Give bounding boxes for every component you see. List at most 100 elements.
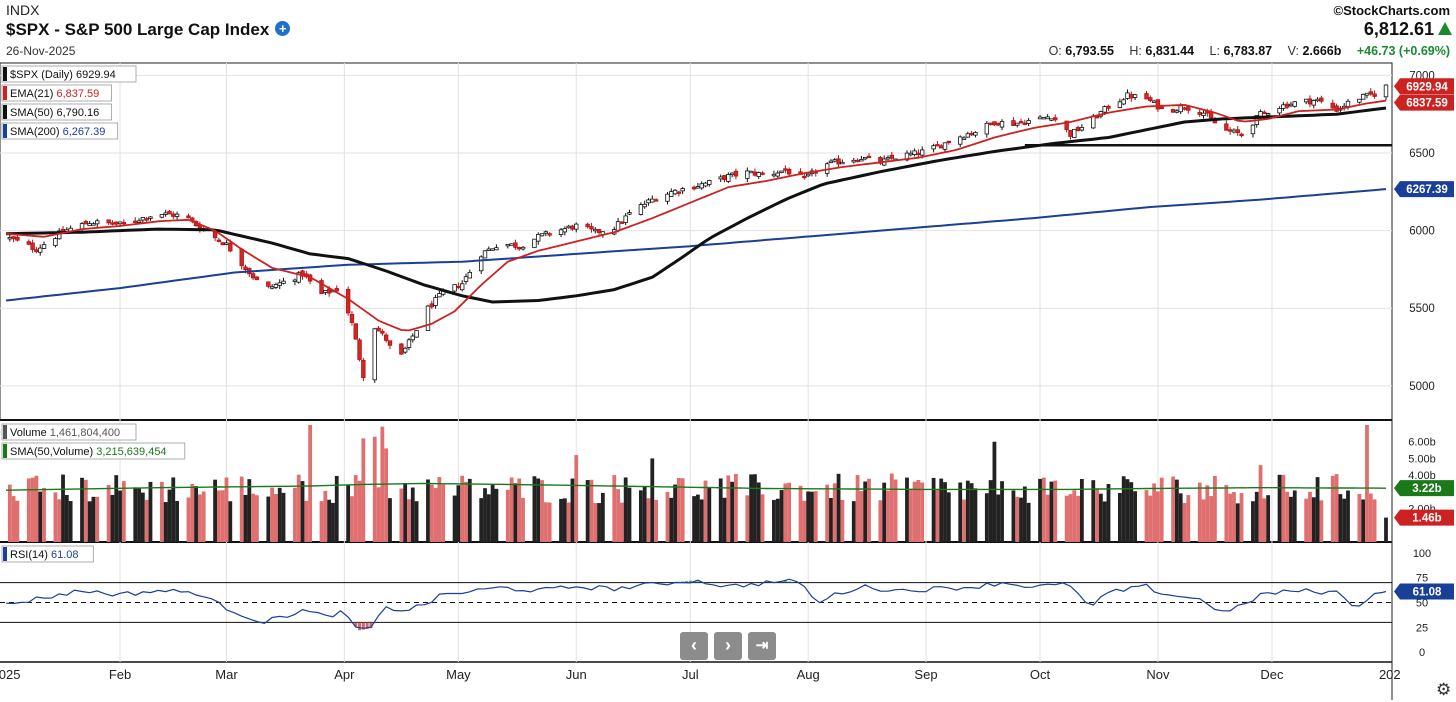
candle-body	[775, 172, 780, 177]
volume-bar	[80, 477, 84, 542]
candle-body	[490, 248, 495, 251]
candle-body	[756, 172, 761, 177]
volume-bars	[7, 425, 1388, 542]
volume-bar	[1178, 493, 1183, 542]
volume-bar	[984, 493, 989, 542]
volume-bar	[962, 499, 966, 542]
stock-chart[interactable]: 2025 Feb Mar Apr May Jun Jul Aug Sep Oct Nov Dec 202…	[0, 62, 1456, 702]
volume-bar	[958, 482, 963, 542]
candle-body	[517, 247, 522, 250]
candle-body	[699, 183, 704, 189]
volume-bar	[1330, 475, 1335, 542]
candle-body	[1072, 128, 1077, 138]
candle-body	[53, 238, 58, 246]
volume-bar	[68, 501, 73, 542]
candle-body	[133, 220, 138, 223]
candle-body	[273, 284, 279, 288]
x-tick-label: Apr	[334, 667, 355, 682]
legend-value: 3,215,639,454	[96, 446, 166, 458]
candle-body	[30, 242, 35, 250]
scroll-end-button[interactable]: ⇥	[748, 632, 776, 660]
candle-body	[919, 149, 925, 156]
volume-bar	[277, 487, 282, 542]
volume-bar	[882, 482, 887, 542]
volume-bar	[456, 485, 461, 542]
candle-body	[707, 179, 712, 185]
candle-body	[585, 223, 590, 228]
candle-body	[87, 223, 92, 227]
ema21-line	[5, 99, 1387, 332]
volume-bar	[908, 488, 913, 542]
volume-bar	[121, 481, 126, 542]
volume-legend-text: SMA(50,Volume) 3,215,639,454	[10, 446, 167, 458]
open-value: 6,793.55	[1065, 44, 1114, 58]
volume-bar	[1076, 495, 1080, 542]
scroll-right-button[interactable]: ›	[714, 632, 742, 660]
volume-bar	[836, 473, 841, 542]
price-legend: SMA(50) 6,790.16	[1, 103, 112, 121]
candle-body	[619, 221, 625, 224]
candle-body	[669, 191, 674, 197]
candle-body	[429, 303, 434, 308]
volume-bar	[749, 474, 754, 542]
rsi-tick-label: 50	[1416, 598, 1428, 610]
candle-body	[646, 199, 651, 204]
up-arrow-icon	[1438, 22, 1452, 35]
volume-bar	[1171, 476, 1176, 542]
candle-body	[672, 189, 678, 195]
volume-bar	[973, 488, 978, 542]
volume-bar	[331, 502, 335, 542]
price-change: +46.73 (+0.69%)	[1356, 44, 1450, 58]
volume-bar	[886, 490, 890, 542]
volume-bar	[61, 474, 65, 542]
candle-body	[1311, 100, 1316, 106]
volume-bar	[612, 475, 617, 542]
gear-icon[interactable]: ⚙	[1436, 680, 1452, 699]
volume-bar	[775, 498, 780, 542]
scroll-left-button[interactable]: ‹	[680, 632, 708, 660]
volume-bar	[1102, 501, 1107, 542]
volume-bar	[593, 503, 598, 542]
volume-bar	[1045, 494, 1050, 542]
volume-bar	[1315, 477, 1320, 542]
candle-body	[996, 122, 1001, 126]
add-plus-icon[interactable]: +	[275, 21, 291, 36]
volume-bar	[213, 479, 217, 542]
candle-body	[1129, 94, 1134, 99]
volume-bar	[517, 478, 522, 542]
volume-bar	[137, 488, 141, 542]
volume-bar	[665, 491, 670, 542]
volume-bar	[133, 487, 138, 542]
candle-body	[912, 150, 917, 155]
volume-legend-swatch	[3, 425, 7, 439]
volume-bar	[623, 477, 628, 542]
volume-bar	[346, 484, 351, 542]
candle-body	[1224, 123, 1229, 131]
brand-label[interactable]: ©StockCharts.com	[1333, 3, 1451, 18]
volume-bar	[1254, 491, 1259, 542]
volume-bar	[323, 490, 328, 542]
volume-bar	[893, 479, 898, 542]
volume-bar	[467, 478, 472, 542]
volume-bar	[1311, 497, 1316, 542]
volume-bar	[403, 482, 408, 542]
volume-bar	[992, 441, 997, 542]
volume-bar	[1205, 485, 1210, 542]
candle-body	[558, 229, 564, 235]
volume-bar	[1091, 480, 1096, 542]
volume-bar	[707, 487, 712, 542]
volume-legend-text: Volume 1,461,804,400	[10, 427, 120, 439]
candle-body	[939, 145, 944, 149]
price-legend-swatch	[3, 86, 7, 100]
candle-body	[779, 170, 784, 173]
candle-body	[771, 173, 777, 177]
volume-bar	[988, 480, 993, 542]
candle-body	[1178, 105, 1183, 113]
volume-bar	[600, 492, 605, 542]
volume-bar	[437, 476, 442, 542]
candle-body	[1022, 122, 1028, 125]
candle-body	[840, 161, 845, 165]
candle-body	[1155, 99, 1161, 110]
candle-body	[1292, 101, 1297, 107]
volume-bar	[300, 481, 305, 542]
